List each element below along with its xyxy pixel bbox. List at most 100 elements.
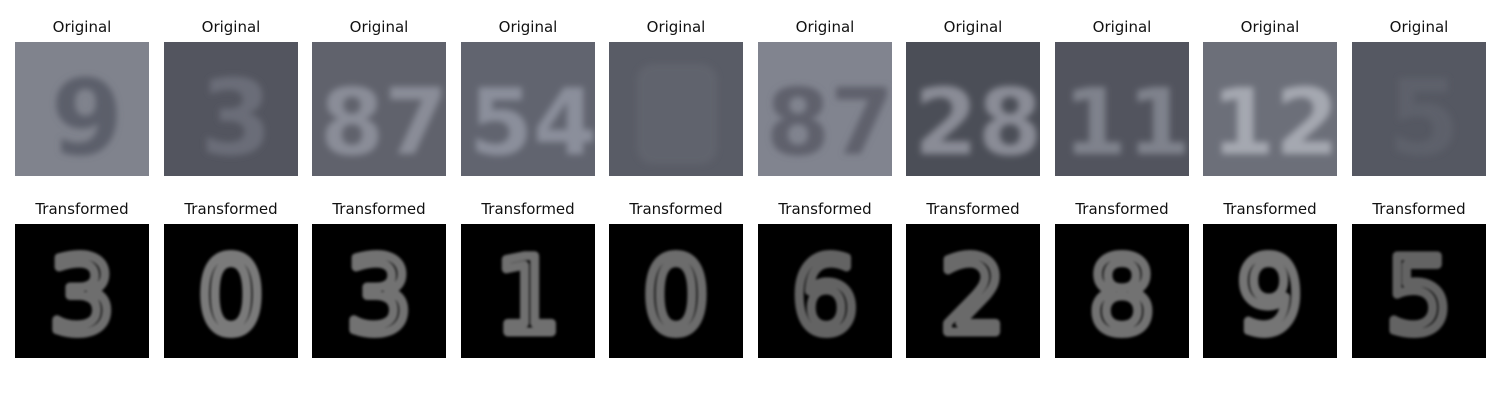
original-digit-image: 5	[1352, 42, 1486, 176]
image-background	[906, 42, 1040, 176]
panel-title: Transformed	[1075, 200, 1169, 218]
image-background	[1055, 224, 1189, 358]
transformed-digit-image: 0	[609, 224, 743, 358]
digit-glyph: 2	[940, 235, 1006, 357]
image-background	[1055, 42, 1189, 176]
digit-glyph: 0	[198, 235, 264, 357]
digit-glyph: 1	[495, 235, 561, 357]
image-background	[906, 224, 1040, 358]
digit-image-canvas: 3	[164, 42, 298, 176]
panel-title: Transformed	[184, 200, 278, 218]
image-background	[312, 42, 446, 176]
digit-glyph: 3	[49, 235, 115, 357]
digit-image-canvas	[609, 42, 743, 176]
digit-glyph: 3	[200, 57, 272, 176]
panel-title: Transformed	[926, 200, 1020, 218]
digit-glyph: 6	[792, 235, 858, 357]
original-digit-image: 28	[906, 42, 1040, 176]
original-digit-image	[609, 42, 743, 176]
digit-image-canvas: 5	[1352, 224, 1486, 358]
panel-title: Transformed	[629, 200, 723, 218]
image-background	[758, 42, 892, 176]
digit-image-canvas: 1	[461, 224, 595, 358]
image-background	[1203, 224, 1337, 358]
transformed-digit-image: 3	[312, 224, 446, 358]
digit-glyph: 87	[766, 69, 892, 176]
image-background	[758, 224, 892, 358]
digit-glyph: 5	[1388, 57, 1460, 176]
digit-glyph: 28	[914, 69, 1040, 176]
blurred-shape	[637, 64, 717, 164]
digit-image-canvas: 54	[461, 42, 595, 176]
panel-title: Transformed	[778, 200, 872, 218]
transformed-digit-image: 5	[1352, 224, 1486, 358]
digit-image-canvas: 9	[1203, 224, 1337, 358]
digit-glyph: 8	[1089, 235, 1155, 357]
original-digit-image: 54	[461, 42, 595, 176]
transformed-digit-image: 0	[164, 224, 298, 358]
original-digit-image: 87	[312, 42, 446, 176]
original-digit-image: 9	[15, 42, 149, 176]
transformed-row: Transformed 3 Transformed 0 Transformed 3 Tran…	[0, 182, 1500, 362]
panel-title: Original	[795, 18, 855, 36]
digit-glyph: 54	[469, 69, 595, 176]
original-digit-image: 3	[164, 42, 298, 176]
image-background	[609, 224, 743, 358]
original-digit-image: 11	[1055, 42, 1189, 176]
image-background	[1352, 224, 1486, 358]
panel-title: Original	[646, 18, 706, 36]
transformed-digit-image: 9	[1203, 224, 1337, 358]
panel-title: Transformed	[1372, 200, 1466, 218]
panel-title: Original	[52, 18, 112, 36]
image-background	[15, 224, 149, 358]
image-background	[164, 42, 298, 176]
digit-glyph: 3	[346, 235, 412, 357]
digit-glyph: 87	[320, 69, 446, 176]
digit-image-canvas: 3	[15, 224, 149, 358]
digit-glyph: 12	[1211, 69, 1337, 176]
digit-glyph: 0	[643, 235, 709, 357]
digit-image-canvas: 2	[906, 224, 1040, 358]
panel-title: Original	[1092, 18, 1152, 36]
original-row: Original 9 Original 3 Original 87 Original 54 Or…	[0, 0, 1500, 180]
digit-image-canvas: 87	[758, 42, 892, 176]
digit-image-canvas: 12	[1203, 42, 1337, 176]
image-background	[1352, 42, 1486, 176]
digit-image-canvas: 8	[1055, 224, 1189, 358]
panel-title: Transformed	[1223, 200, 1317, 218]
digit-image-canvas: 0	[609, 224, 743, 358]
panel-title: Original	[1240, 18, 1300, 36]
transformed-digit-image: 6	[758, 224, 892, 358]
panel-title: Original	[349, 18, 409, 36]
digit-image-canvas: 6	[758, 224, 892, 358]
digit-glyph: 9	[1237, 235, 1303, 357]
digit-glyph: 11	[1063, 69, 1189, 176]
image-background	[15, 42, 149, 176]
image-background	[312, 224, 446, 358]
panel-title: Original	[201, 18, 261, 36]
digit-glyph: 9	[51, 57, 123, 176]
transformed-digit-image: 3	[15, 224, 149, 358]
original-digit-image: 12	[1203, 42, 1337, 176]
image-background	[164, 224, 298, 358]
panel-title: Transformed	[481, 200, 575, 218]
panel-title: Transformed	[332, 200, 426, 218]
image-background	[461, 224, 595, 358]
panel-title: Transformed	[35, 200, 129, 218]
panel-title: Original	[498, 18, 558, 36]
image-background	[1203, 42, 1337, 176]
digit-image-canvas: 0	[164, 224, 298, 358]
digit-image-canvas: 9	[15, 42, 149, 176]
digit-image-canvas: 28	[906, 42, 1040, 176]
transformed-digit-image: 8	[1055, 224, 1189, 358]
transformed-digit-image: 2	[906, 224, 1040, 358]
digit-image-canvas: 3	[312, 224, 446, 358]
digit-image-canvas: 11	[1055, 42, 1189, 176]
digit-glyph: 5	[1386, 235, 1452, 357]
transformed-digit-image: 1	[461, 224, 595, 358]
image-background	[461, 42, 595, 176]
digit-image-canvas: 5	[1352, 42, 1486, 176]
original-digit-image: 87	[758, 42, 892, 176]
panel-title: Original	[943, 18, 1003, 36]
panel-title: Original	[1389, 18, 1449, 36]
